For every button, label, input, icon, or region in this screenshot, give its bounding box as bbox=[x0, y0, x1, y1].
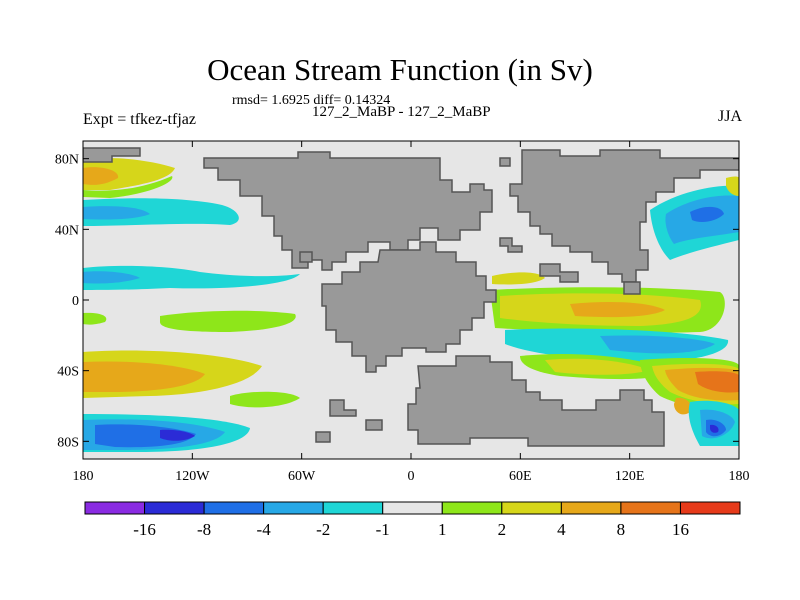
x-tick-label: 0 bbox=[408, 469, 415, 484]
x-tick-label: 60E bbox=[509, 469, 532, 484]
x-tick-label: 120E bbox=[615, 469, 645, 484]
contour-orange-np bbox=[83, 167, 119, 185]
map-area bbox=[83, 141, 739, 459]
contour-orange-io bbox=[570, 302, 665, 318]
land-greenland bbox=[83, 147, 141, 163]
contour-yellow-io2 bbox=[545, 358, 650, 375]
land-south-america bbox=[321, 241, 497, 373]
plot-title: Ocean Stream Function (in Sv) bbox=[207, 52, 593, 87]
land-eurasia bbox=[509, 149, 739, 283]
contour-green-eq1 bbox=[83, 312, 107, 325]
contour-green-eq2 bbox=[160, 310, 296, 332]
colorbar-swatch bbox=[382, 501, 443, 515]
colorbar-swatch bbox=[501, 501, 562, 515]
contour-darkblue-so bbox=[160, 429, 195, 441]
contour-lightblue-eq bbox=[83, 271, 140, 284]
colorbar-label: 16 bbox=[672, 520, 689, 539]
y-tick-label: 80S bbox=[57, 435, 79, 450]
land-island-2 bbox=[539, 263, 579, 283]
y-tick-label: 80N bbox=[55, 153, 79, 168]
colorbar-label: -2 bbox=[316, 520, 330, 539]
land-island-6 bbox=[365, 419, 383, 431]
x-tick-label: 180 bbox=[73, 469, 94, 484]
contour-darkblue-aus bbox=[710, 424, 719, 433]
experiment-label: Expt = tfkez-tfjaz bbox=[83, 111, 196, 128]
land-antarctica bbox=[407, 355, 665, 447]
season-label: JJA bbox=[717, 108, 742, 125]
colorbar-label: 8 bbox=[617, 520, 626, 539]
x-tick-label: 60W bbox=[288, 469, 316, 484]
colorbar-swatch bbox=[144, 501, 205, 515]
colorbar-swatch bbox=[560, 501, 622, 515]
contour-yellow-io bbox=[492, 272, 545, 285]
contour-darkorange-aus bbox=[695, 371, 739, 393]
contour-green-np bbox=[83, 176, 173, 198]
contour-cyan-np bbox=[83, 198, 239, 226]
colorbar: -16 -8 -4 -2 -1 1 2 4 8 16 bbox=[84, 501, 741, 539]
colorbar-swatch bbox=[84, 501, 146, 515]
contour-lightblue-np bbox=[83, 206, 150, 220]
contour-blue-ne bbox=[690, 206, 724, 222]
land-island-4 bbox=[329, 399, 357, 417]
colorbar-label: 4 bbox=[557, 520, 566, 539]
y-tick-label: 40S bbox=[57, 365, 79, 380]
y-tick-label: 0 bbox=[72, 294, 79, 309]
contour-cyan-eq bbox=[83, 265, 300, 290]
stats-label: rmsd= 1.6925 diff= 0.14324 bbox=[232, 93, 391, 108]
contour-yellow-ne bbox=[726, 176, 739, 196]
colorbar-swatch bbox=[679, 501, 741, 515]
land-masses bbox=[83, 147, 739, 447]
land-island-1 bbox=[499, 237, 523, 253]
axis-ticks: 180 120W 60W 0 60E 120E 180 80N 40N 0 40S 80S bbox=[55, 141, 750, 484]
contour-orange-aus2 bbox=[674, 397, 692, 415]
colorbar-label: -16 bbox=[133, 520, 156, 539]
contour-green-sp bbox=[230, 391, 300, 408]
land-island-8 bbox=[499, 157, 511, 167]
contour-orange-sp bbox=[83, 361, 205, 392]
colorbar-label: -4 bbox=[257, 520, 272, 539]
colorbar-label: 1 bbox=[438, 520, 447, 539]
x-tick-label: 180 bbox=[729, 469, 750, 484]
colorbar-swatch bbox=[203, 501, 265, 515]
x-tick-label: 120W bbox=[175, 469, 210, 484]
stream-function-field bbox=[83, 157, 739, 452]
colorbar-label: -1 bbox=[376, 520, 390, 539]
colorbar-label: -8 bbox=[197, 520, 211, 539]
colorbar-swatch bbox=[263, 501, 324, 515]
contour-lightblue-io bbox=[600, 335, 715, 354]
land-island-5 bbox=[315, 431, 331, 443]
y-tick-label: 40N bbox=[55, 223, 79, 238]
colorbar-swatch bbox=[322, 501, 384, 515]
colorbar-swatch bbox=[441, 501, 503, 515]
colorbar-label: 2 bbox=[498, 520, 507, 539]
land-island-7 bbox=[623, 281, 641, 295]
land-island-3 bbox=[299, 251, 313, 263]
plot-subtitle: 127_2_MaBP - 127_2_MaBP bbox=[312, 104, 491, 120]
colorbar-swatch bbox=[620, 501, 681, 515]
